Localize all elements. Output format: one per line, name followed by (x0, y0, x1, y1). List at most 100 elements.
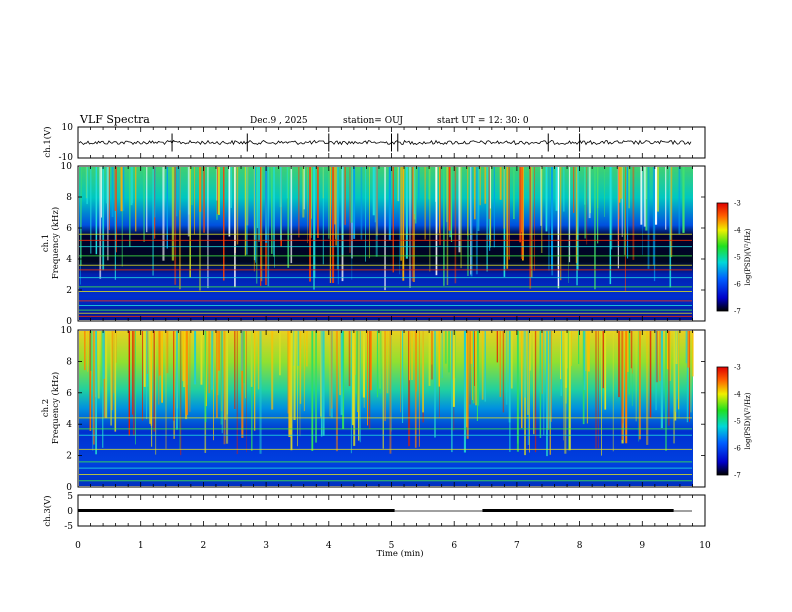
spectrogram-streak (221, 331, 223, 434)
spectrogram-streak (625, 331, 628, 444)
spectrogram-streak (611, 167, 613, 250)
spectrogram-streak (340, 331, 343, 415)
spectrogram-streak (446, 167, 449, 286)
spectrogram-streak (234, 167, 236, 288)
spectrogram-streak (149, 331, 152, 424)
spectrogram-streak (200, 331, 203, 385)
spectrogram-streak (311, 331, 314, 451)
spectrogram-streak (290, 331, 293, 451)
spectrogram-streak (223, 167, 225, 281)
spectrogram-streak (246, 167, 248, 255)
spectrogram-streak (384, 331, 386, 422)
spectrogram-streak (653, 167, 656, 282)
spectrogram-streak (320, 331, 323, 437)
spectrogram-streak (689, 331, 691, 422)
spectrogram-streak (470, 167, 473, 277)
spectrogram-streak (143, 167, 145, 242)
spectrogram-streak (102, 167, 105, 271)
ch1-waveform-ticks (77, 127, 706, 158)
spectrogram-streak (632, 167, 635, 260)
spectrogram-streak (617, 167, 620, 246)
spectrogram-streak (438, 331, 440, 387)
spectrogram-streak (647, 167, 650, 269)
spectrogram-streak (384, 167, 386, 291)
spectrogram-streak (274, 167, 275, 268)
spectrogram-streak (354, 331, 356, 375)
spectrogram-streak (493, 167, 495, 248)
y-axis-tick-label: 0 (66, 483, 72, 493)
header-station: station= OUJ (343, 116, 403, 126)
x-axis-tick-label: 6 (451, 541, 457, 551)
spectrogram-streak (642, 167, 643, 255)
spectrogram-streak (597, 331, 599, 449)
spectrogram-streak (99, 167, 102, 279)
spectrogram-streak (95, 167, 98, 255)
spectrogram-streak (114, 331, 117, 432)
spectrogram-streak (260, 167, 262, 286)
y-axis-tick-label: 6 (66, 224, 72, 234)
spectrogram-streak (307, 167, 308, 244)
spectrogram-streak (521, 331, 523, 428)
spectrogram-streak (659, 331, 661, 381)
spectrogram-streak (143, 331, 146, 387)
spectrogram-streak (631, 331, 633, 374)
spectrogram-streak (568, 331, 571, 451)
spectrogram-streak (665, 331, 667, 451)
spectrogram-streak (120, 167, 123, 212)
spectrogram-streak (673, 331, 675, 444)
spectrogram-streak (452, 331, 455, 407)
spectrogram-streak (655, 331, 657, 411)
spectrogram-streak (322, 167, 324, 265)
spectrogram-streak (240, 331, 243, 371)
spectrogram-streak (619, 167, 621, 203)
ch2-spectrogram-image (79, 331, 693, 486)
spectrogram-streak (341, 167, 344, 255)
spectrogram-streak (203, 167, 205, 233)
spectrogram-streak (362, 331, 365, 398)
spectrogram-streak (627, 331, 630, 372)
ch1-spectrogram-lines (79, 233, 692, 317)
spectrogram-streak (309, 167, 311, 282)
spectrogram-streak (520, 167, 523, 259)
spectrogram-streak (93, 331, 95, 445)
spectrogram-streak (411, 167, 414, 282)
spectrogram-streak (344, 167, 346, 225)
spectrogram-streak (594, 167, 596, 290)
spectrogram-streak (379, 331, 382, 394)
ch2-spectrogram-panel: 0 2 4 6 8 10 ch.2 Frequency (kHz) (41, 326, 706, 493)
spectrogram-streak (114, 167, 117, 211)
spectrogram-streak (204, 331, 207, 423)
spectrogram-streak (477, 331, 480, 406)
spectrogram-streak (627, 167, 629, 259)
spectrogram-streak (110, 331, 112, 426)
spectrogram-streak (375, 167, 378, 257)
spectrogram-streak (472, 331, 473, 400)
spectrogram-streak (97, 331, 100, 399)
ch1-ytick-top: 10 (62, 123, 74, 133)
spectrogram-streak (178, 167, 181, 211)
spectrogram-streak (643, 167, 646, 227)
spectrogram-streak (182, 331, 185, 382)
spectrogram-streak (408, 331, 411, 447)
spectrogram-streak (302, 167, 305, 218)
ch1-waveform-panel: 10 -10 ch.1(V) (42, 123, 706, 163)
ch3-trace-segments (78, 509, 692, 512)
spectrogram-streak (549, 331, 552, 429)
spectrogram-streak (476, 331, 478, 421)
spectrogram-streak (428, 331, 431, 386)
spectrogram-streak (540, 167, 542, 226)
spectrogram-streak (89, 331, 92, 371)
spectrogram-streak (678, 331, 680, 410)
spectrogram-streak (211, 331, 214, 390)
spectrogram-streak (250, 331, 253, 387)
spectrogram-streak (628, 167, 630, 209)
y-axis-tick-label: 2 (66, 452, 72, 462)
spectrogram-streak (132, 331, 135, 436)
spectrogram-streak (251, 331, 253, 451)
spectrogram-streak (303, 167, 305, 210)
spectrogram-streak (189, 167, 191, 278)
spectrogram-streak (563, 331, 564, 441)
spectrogram-streak (155, 331, 157, 455)
spectrogram-streak (234, 331, 236, 409)
spectrogram-streak (640, 167, 643, 225)
